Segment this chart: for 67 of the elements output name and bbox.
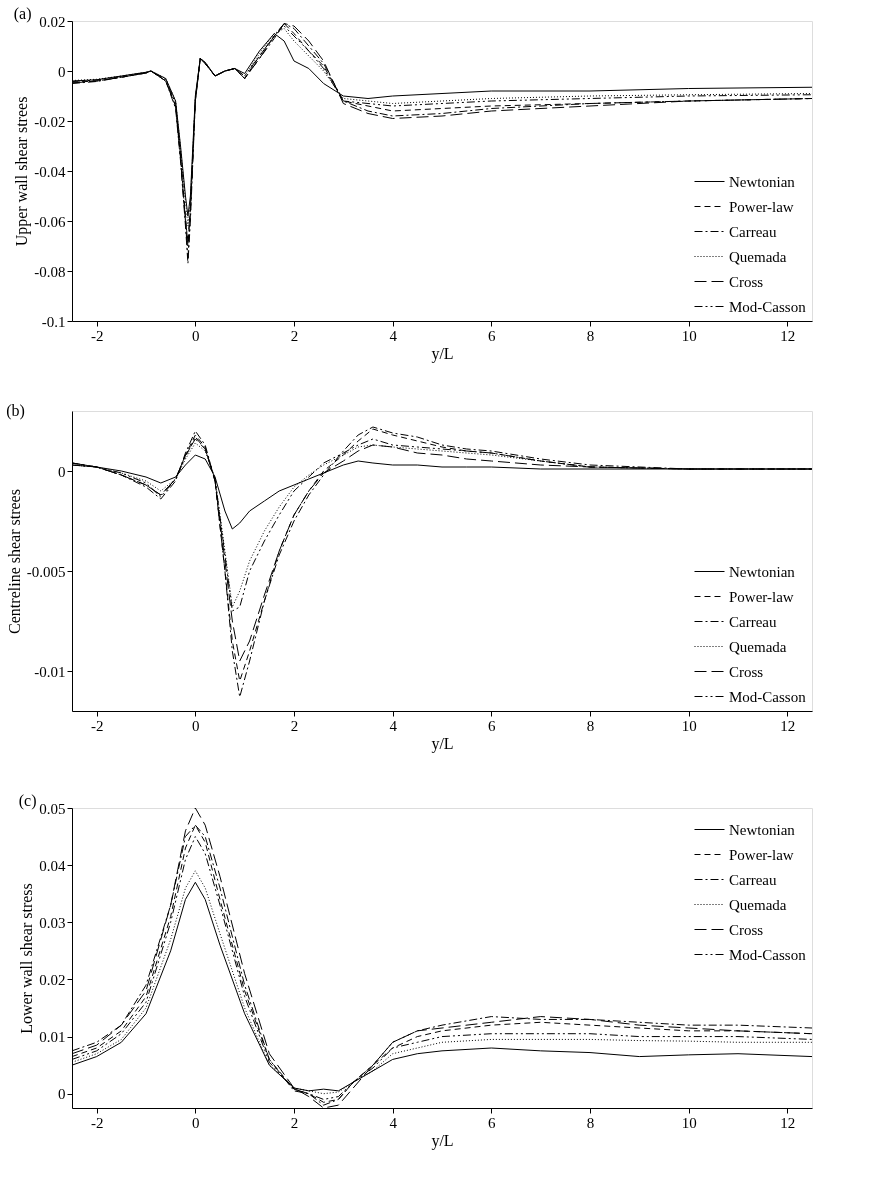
legend-label: Power-law (729, 846, 794, 863)
y-tick-label: 0.03 (39, 914, 66, 931)
legend-label: Newtonian (729, 821, 796, 838)
text: (a) (13, 5, 32, 23)
x-tick-label: 6 (488, 717, 497, 734)
legend-label: Newtonian (729, 173, 796, 190)
y-tick-label: 0 (58, 463, 66, 480)
y-tick-label: 0 (58, 1086, 66, 1103)
legend-label: Mod-Casson (729, 298, 807, 315)
y-tick-label: -0.01 (34, 663, 66, 680)
x-tick-label: 0 (192, 717, 200, 734)
x-tick-label: 12 (780, 717, 796, 734)
legend-label: Carreau (729, 871, 777, 888)
x-tick-label: -2 (90, 1114, 104, 1131)
y-tick-label: -0.04 (34, 163, 66, 180)
y-tick-label: -0.08 (34, 263, 66, 280)
x-tick-label: 0 (192, 1114, 200, 1131)
legend-label: Carreau (729, 613, 777, 630)
y-tick-label: 0.02 (39, 13, 66, 30)
x-tick-label: 4 (389, 717, 398, 734)
legend-label: Power-law (729, 588, 794, 605)
x-tick-label: 2 (290, 1114, 299, 1131)
x-tick-label: 10 (681, 717, 697, 734)
x-tick-label: 12 (780, 1114, 796, 1131)
y-tick-label: -0.02 (34, 113, 66, 130)
y-tick-label: 0.05 (39, 800, 66, 817)
text: (b) (6, 402, 25, 420)
y-tick-label: 0.04 (39, 857, 66, 874)
x-axis-title: y/L (431, 734, 454, 753)
x-tick-label: 4 (389, 327, 398, 344)
legend-label: Carreau (729, 223, 777, 240)
y-tick-label: 0.02 (39, 971, 66, 988)
legend-label: Mod-Casson (729, 946, 807, 963)
legend-label: Mod-Casson (729, 688, 807, 705)
x-tick-label: 4 (389, 1114, 398, 1131)
x-tick-label: 10 (681, 1114, 697, 1131)
x-tick-label: -2 (90, 717, 104, 734)
x-axis-title: y/L (431, 344, 454, 363)
x-tick-label: 8 (586, 327, 595, 344)
x-tick-label: 6 (488, 1114, 497, 1131)
y-tick-label: -0.005 (26, 563, 66, 580)
x-tick-label: 8 (586, 1114, 595, 1131)
legend-label: Cross (729, 273, 764, 290)
legend-label: Newtonian (729, 563, 796, 580)
legend-label: Cross (729, 663, 764, 680)
legend-label: Quemada (729, 248, 787, 265)
x-tick-label: 10 (681, 327, 697, 344)
legend-label: Cross (729, 921, 764, 938)
y-tick-label: 0 (58, 63, 66, 80)
x-tick-label: -2 (90, 327, 104, 344)
text: (c) (18, 792, 37, 810)
y-axis-title: Upper wall shear strees (13, 96, 32, 247)
y-tick-label: 0.01 (39, 1029, 66, 1046)
x-tick-label: 0 (192, 327, 200, 344)
x-tick-label: 2 (290, 717, 299, 734)
legend-label: Quemada (729, 638, 787, 655)
y-axis-title: Centreline shear strees (5, 489, 23, 634)
x-tick-label: 12 (780, 327, 796, 344)
y-axis-title: Lower wall shear stress (18, 883, 36, 1034)
legend-label: Quemada (729, 896, 787, 913)
x-axis-title: y/L (431, 1131, 454, 1150)
x-tick-label: 8 (586, 717, 595, 734)
legend-label: Power-law (729, 198, 794, 215)
y-tick-label: -0.1 (41, 313, 66, 330)
y-tick-label: -0.06 (34, 213, 66, 230)
x-tick-label: 6 (488, 327, 497, 344)
x-tick-label: 2 (290, 327, 299, 344)
